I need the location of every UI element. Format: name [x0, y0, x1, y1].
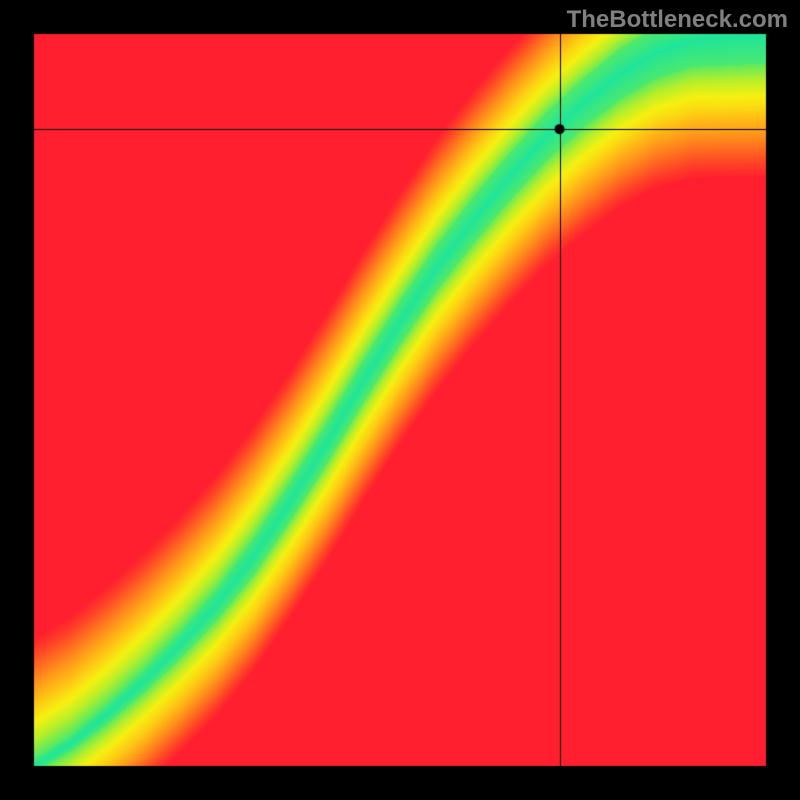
watermark-label: TheBottleneck.com: [567, 6, 788, 34]
bottleneck-heatmap: [0, 0, 800, 800]
